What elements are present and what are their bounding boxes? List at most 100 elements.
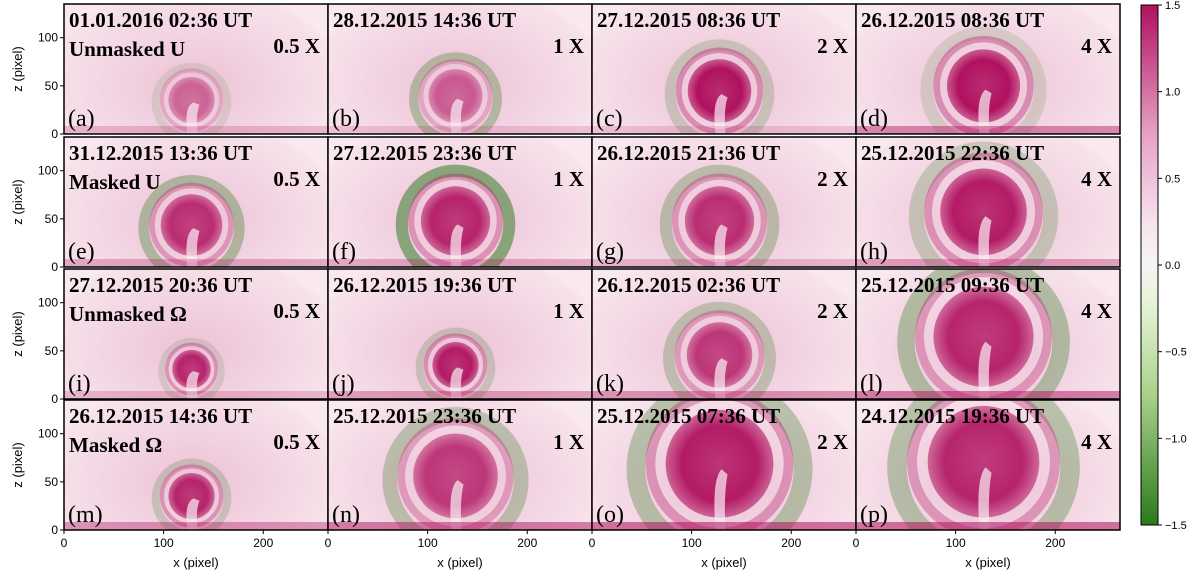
base-layer (856, 259, 1120, 267)
field-image (592, 400, 856, 530)
field-image (592, 4, 856, 134)
field-image (856, 4, 1120, 134)
panel-letter: (l) (860, 371, 883, 397)
jet-stalk (450, 98, 464, 134)
green-shell (626, 400, 813, 530)
panel-d: 26.12.2015 08:36 UT 4 X (d) (855, 3, 1121, 135)
green-shell (409, 52, 503, 134)
xtick-label: 200 (1045, 536, 1065, 550)
magenta-bubble (168, 472, 215, 520)
xtick-label: 200 (781, 536, 801, 550)
panel-datetime: 25.12.2015 23:36 UT (333, 404, 516, 428)
field-image (328, 269, 592, 399)
panel-datetime: 31.12.2015 13:36 UT (69, 141, 252, 165)
jet-stalk (186, 102, 200, 134)
outer-ring (645, 400, 794, 530)
xtick-label: 100 (682, 536, 702, 550)
panel-scale: 4 X (1081, 299, 1112, 323)
jet-stalk (714, 94, 728, 134)
panel-letter: (k) (596, 371, 624, 397)
jet-stalk (186, 498, 200, 530)
panel-letter: (c) (596, 106, 623, 132)
base-layer (64, 126, 328, 134)
field-image (328, 137, 592, 267)
green-shell (897, 269, 1070, 399)
panel-datetime: 25.12.2015 09:36 UT (861, 273, 1044, 297)
panel-letter: (f) (332, 239, 356, 265)
colorbar-tick-label: −1.0 (1165, 433, 1187, 445)
panel-m: 26.12.2015 14:36 UT Masked Ω 0.5 X (m) (63, 399, 329, 531)
ytick-label: 50 (45, 212, 59, 226)
panel-frame (855, 136, 1121, 268)
field-image (856, 400, 1120, 530)
panel-letter: (d) (860, 106, 888, 132)
panel-scale: 2 X (817, 299, 848, 323)
base-layer (64, 391, 328, 399)
xtick-label: 0 (853, 536, 860, 550)
magenta-bubble (428, 69, 483, 124)
panel-j: 26.12.2015 19:36 UT 1 X (j) (327, 268, 593, 400)
jet-stalk (978, 341, 992, 399)
xtick-label: 100 (154, 536, 174, 550)
green-shell (395, 164, 516, 267)
ytick-label: 100 (38, 427, 58, 441)
panel-e: 31.12.2015 13:36 UT Masked U 0.5 X (e) (63, 136, 329, 268)
xtick-label: 100 (946, 536, 966, 550)
panel-scale: 4 X (1081, 430, 1112, 454)
magenta-bubble (172, 349, 211, 389)
xtick-label: 0 (589, 536, 596, 550)
field-image (64, 4, 328, 134)
jet-stalk (450, 480, 464, 530)
panel-case-label: Masked U (69, 170, 161, 194)
magenta-bubble (687, 59, 752, 123)
green-shell (887, 400, 1080, 530)
jet-stalk (978, 216, 992, 267)
green-shell (382, 407, 529, 530)
x-axis-label: x (pixel) (173, 555, 219, 570)
panel-datetime: 25.12.2015 22:36 UT (861, 141, 1044, 165)
outer-ring (397, 417, 514, 530)
base-layer (592, 126, 856, 134)
outer-ring (907, 400, 1061, 530)
colorbar-tick-label: −1.5 (1165, 520, 1187, 532)
panel-letter: (a) (68, 106, 95, 132)
magenta-bubble (940, 168, 1027, 256)
ytick-label: 50 (45, 475, 59, 489)
panel-letter: (b) (332, 106, 360, 132)
jet-stalk (978, 89, 992, 134)
panel-letter: (i) (68, 371, 91, 397)
outer-ring (924, 152, 1043, 267)
panel-scale: 0.5 X (273, 430, 320, 454)
jet-stalk (978, 467, 992, 530)
base-layer (328, 391, 592, 399)
x-axis-label: x (pixel) (701, 555, 747, 570)
panel-case-label: Unmasked U (69, 37, 185, 61)
panel-datetime: 26.12.2015 02:36 UT (597, 273, 780, 297)
panel-c: 27.12.2015 08:36 UT 2 X (c) (591, 3, 857, 135)
magenta-bubble (946, 49, 1021, 123)
panel-datetime: 27.12.2015 08:36 UT (597, 8, 780, 32)
magenta-bubble (168, 76, 215, 124)
base-layer (64, 522, 328, 530)
field-image (64, 400, 328, 530)
green-shell (659, 164, 780, 267)
panel-datetime: 26.12.2015 08:36 UT (861, 8, 1044, 32)
panel-i: 27.12.2015 20:36 UT Unmasked Ω 0.5 X (i) (63, 268, 329, 400)
outer-ring (914, 269, 1053, 399)
y-axis-label: z (pixel) (10, 311, 25, 357)
panel-datetime: 26.12.2015 14:36 UT (69, 404, 252, 428)
base-layer (328, 522, 592, 530)
y-axis-label: z (pixel) (10, 179, 25, 225)
field-image (592, 137, 856, 267)
panel-letter: (o) (596, 502, 624, 528)
panel-letter: (e) (68, 239, 95, 265)
ytick-label: 0 (51, 260, 58, 274)
x-axis-label: x (pixel) (437, 555, 483, 570)
jet-stalk (186, 228, 200, 267)
panel-f: 27.12.2015 23:36 UT 1 X (f) (327, 136, 593, 268)
field-image (64, 137, 328, 267)
panel-frame (855, 268, 1121, 400)
panel-datetime: 25.12.2015 07:36 UT (597, 404, 780, 428)
base-layer (856, 522, 1120, 530)
panel-case-label: Masked Ω (69, 433, 162, 457)
